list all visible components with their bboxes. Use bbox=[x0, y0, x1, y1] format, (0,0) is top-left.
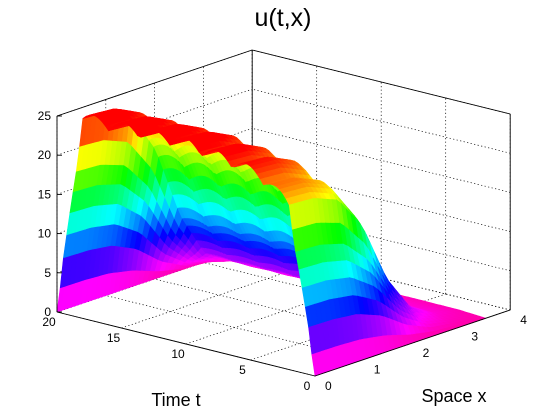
z-tick-label: 0 bbox=[44, 305, 51, 319]
x-tick-label: 10 bbox=[171, 347, 185, 361]
x-tick-label: 15 bbox=[107, 331, 121, 345]
z-tick-label: 5 bbox=[44, 266, 51, 280]
y-tick-label: 2 bbox=[423, 346, 430, 360]
x-tick-label: 0 bbox=[304, 379, 311, 393]
axes-box-front bbox=[56, 115, 511, 377]
x-axis-label: Time t bbox=[151, 390, 200, 410]
box-edge bbox=[56, 49, 253, 117]
grid-line bbox=[252, 206, 511, 272]
grid-line bbox=[252, 245, 511, 311]
z-tick-label: 25 bbox=[38, 109, 52, 123]
chart-title: u(t,x) bbox=[255, 4, 312, 32]
z-tick-label: 10 bbox=[38, 227, 52, 241]
grid-line bbox=[252, 128, 511, 193]
z-tick-label: 15 bbox=[38, 187, 52, 201]
y-tick-label: 3 bbox=[471, 330, 478, 344]
y-tick-label: 1 bbox=[374, 363, 381, 377]
x-tick-label: 5 bbox=[239, 363, 246, 377]
axis-line bbox=[314, 309, 511, 377]
y-tick-label: 4 bbox=[520, 313, 527, 327]
z-tick-label: 20 bbox=[38, 148, 52, 162]
surface-mesh bbox=[56, 108, 487, 377]
box-edge bbox=[252, 49, 511, 115]
grid-line bbox=[252, 88, 511, 154]
axis-line bbox=[56, 311, 316, 377]
y-tick-label: 0 bbox=[325, 379, 332, 393]
x-tick-label: 20 bbox=[42, 315, 56, 329]
grid-line bbox=[252, 167, 511, 232]
y-axis-label: Space x bbox=[421, 386, 486, 406]
